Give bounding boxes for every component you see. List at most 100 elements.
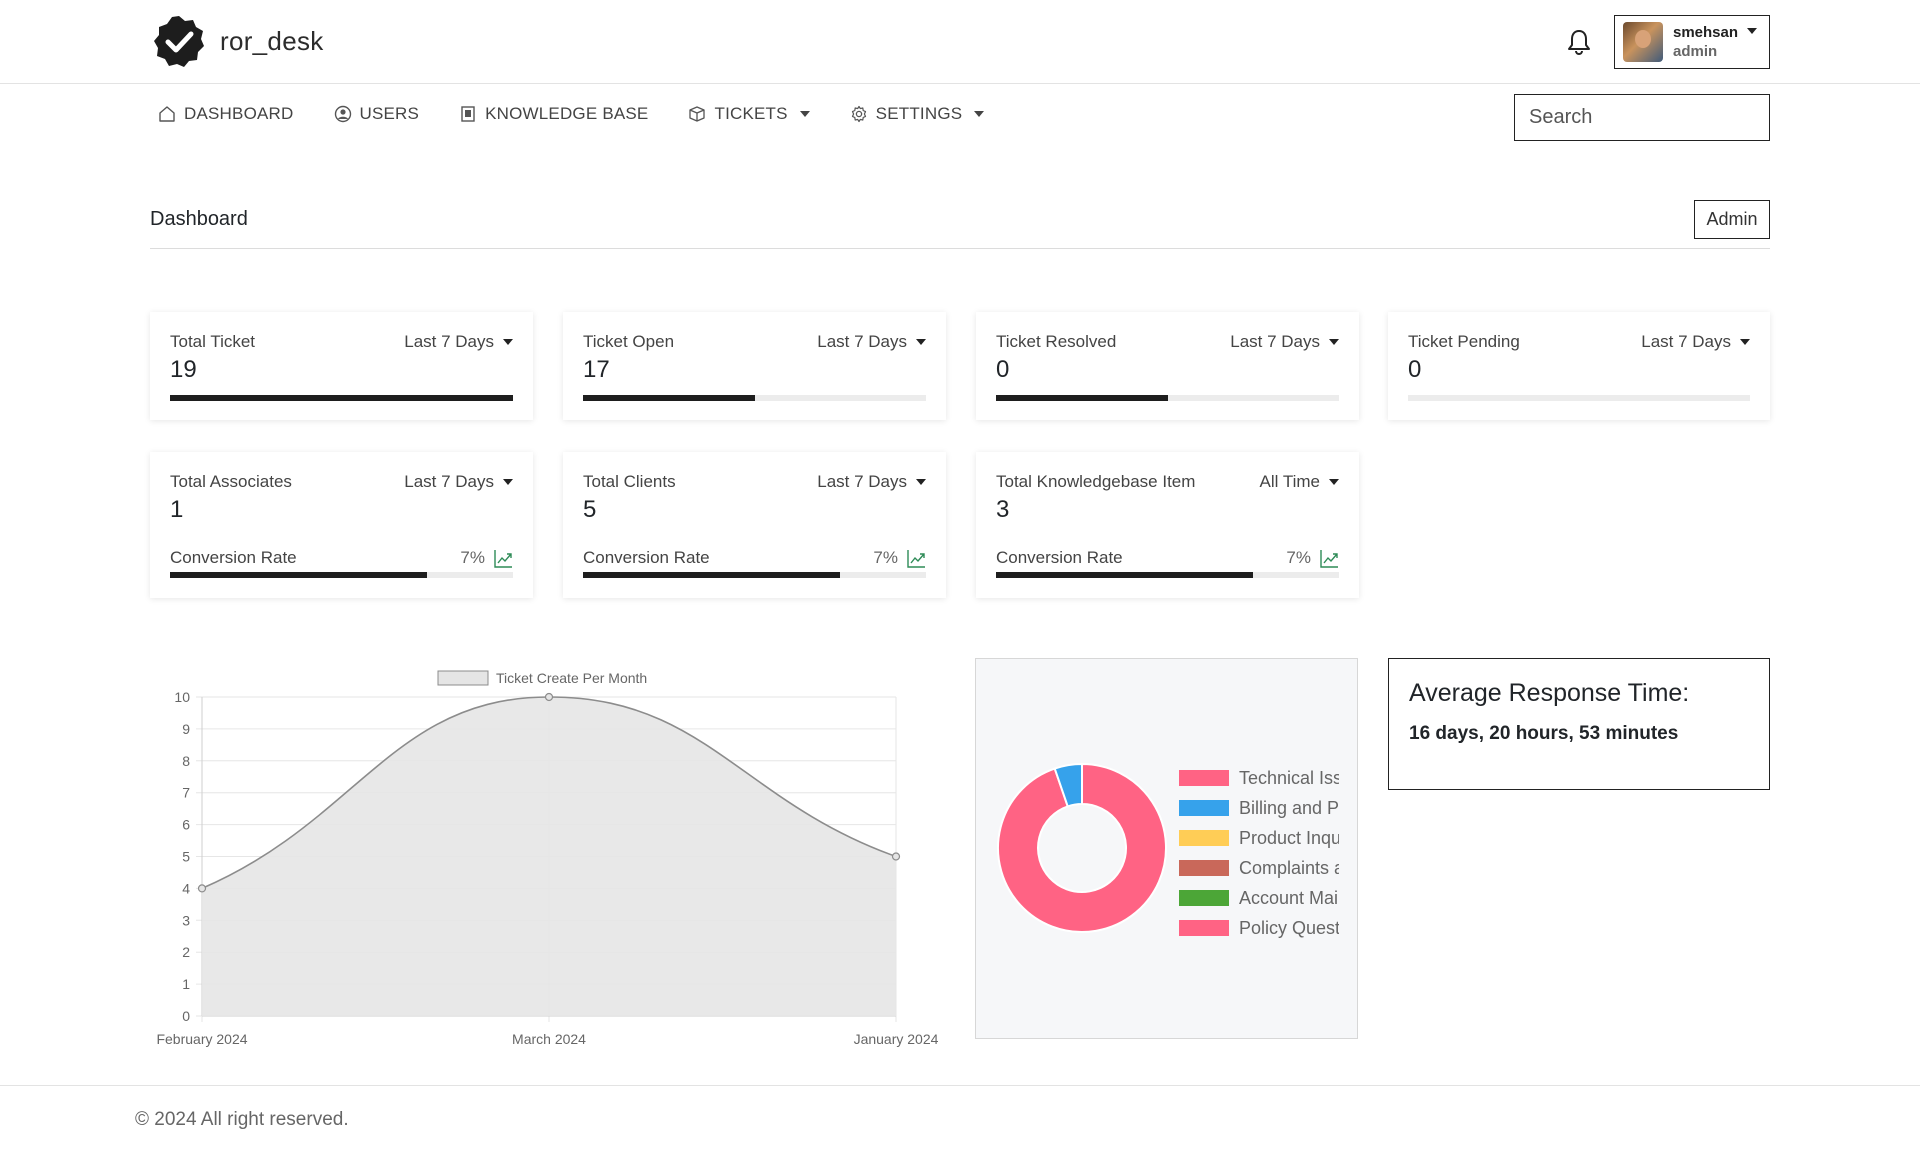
book-icon [461, 106, 475, 122]
period-filter-dropdown[interactable]: Last 7 Days [1230, 332, 1339, 352]
footer-divider [0, 1085, 1920, 1086]
progress-bar [1408, 395, 1750, 401]
period-filter-dropdown[interactable]: Last 7 Days [817, 332, 926, 352]
progress-fill [583, 395, 755, 401]
main-nav: DASHBOARD USERS KNOWLEDGE BASE TICKETS S… [158, 104, 1024, 124]
admin-role-button[interactable]: Admin [1694, 200, 1770, 239]
period-filter-dropdown[interactable]: Last 7 Days [1641, 332, 1750, 352]
app-name: ror_desk [220, 25, 324, 56]
y-tick-label: 1 [182, 976, 190, 992]
nav-item-tickets[interactable]: TICKETS [688, 104, 810, 124]
footer-copyright: © 2024 All right reserved. [135, 1109, 349, 1130]
nav-item-settings[interactable]: SETTINGS [850, 104, 985, 124]
period-filter-dropdown[interactable]: Last 7 Days [817, 472, 926, 492]
period-filter-dropdown[interactable]: Last 7 Days [404, 472, 513, 492]
stat-label: Ticket Resolved [996, 332, 1117, 351]
stat-label: Ticket Pending [1408, 332, 1520, 351]
verified-badge-logo-icon [154, 16, 204, 67]
user-menu-dropdown[interactable]: smehsan admin [1614, 15, 1770, 69]
legend-item[interactable]: Account Mai [1179, 883, 1339, 913]
home-icon [159, 106, 175, 122]
legend-swatch [1179, 890, 1229, 906]
nav-item-dashboard[interactable]: DASHBOARD [158, 104, 294, 124]
conversion-rate: 7% [460, 548, 513, 568]
nav-item-knowledge-base[interactable]: KNOWLEDGE BASE [459, 104, 648, 124]
legend-item[interactable]: Billing and P [1179, 793, 1339, 823]
filter-label: Last 7 Days [817, 472, 907, 491]
y-tick-label: 6 [182, 817, 190, 833]
period-filter-dropdown[interactable]: Last 7 Days [404, 332, 513, 352]
filter-label: Last 7 Days [817, 332, 907, 351]
brand[interactable]: ror_desk [152, 14, 324, 68]
stat-label: Total Associates [170, 472, 292, 491]
legend-swatch [1179, 830, 1229, 846]
nav-label: USERS [359, 104, 420, 123]
search-input[interactable] [1514, 94, 1770, 141]
progress-fill [170, 395, 513, 401]
notification-bell-icon[interactable] [1566, 28, 1592, 56]
y-tick-label: 10 [174, 689, 190, 705]
legend-item[interactable]: Technical Iss [1179, 763, 1339, 793]
legend-label: Account Mai [1239, 887, 1339, 908]
legend-swatch [1179, 860, 1229, 876]
stat-label: Ticket Open [583, 332, 675, 351]
top-bar: ror_desk smehsan admin [0, 0, 1920, 84]
user-circle-icon [334, 105, 351, 123]
conversion-rate-value: 7% [873, 548, 898, 567]
avatar [1623, 22, 1663, 62]
page-title: Dashboard [150, 208, 248, 230]
area-fill [202, 697, 896, 1016]
progress-bar [996, 395, 1339, 401]
user-name: smehsan [1673, 24, 1739, 41]
y-tick-label: 2 [182, 944, 190, 960]
period-filter-dropdown[interactable]: All Time [1260, 472, 1339, 492]
y-tick-label: 5 [182, 849, 190, 865]
trend-up-icon [1320, 549, 1338, 568]
progress-bar [170, 395, 513, 401]
user-role: admin [1673, 43, 1718, 60]
doughnut-slice [997, 762, 1167, 933]
stat-value: 0 [1408, 356, 1422, 383]
stat-card-ticket-pending: Ticket Pending Last 7 Days 0 [1388, 312, 1770, 420]
legend-label: Policy Quest [1239, 917, 1339, 938]
chevron-down-icon [974, 111, 985, 117]
filter-label: Last 7 Days [1641, 332, 1731, 351]
progress-bar [583, 572, 926, 578]
legend-label: Technical Iss [1239, 767, 1339, 788]
stat-card-total-clients: Total Clients Last 7 Days 5 Conversion R… [563, 452, 946, 598]
data-point [891, 852, 901, 861]
filter-label: Last 7 Days [404, 472, 494, 491]
stat-card-total-ticket: Total Ticket Last 7 Days 19 [150, 312, 533, 420]
legend-item[interactable]: Complaints a [1179, 853, 1339, 883]
response-time-value: 16 days, 20 hours, 53 minutes [1409, 723, 1679, 744]
conversion-label: Conversion Rate [170, 548, 297, 567]
ticket-category-doughnut-chart: Technical Iss Billing and P Product Inqu Co… [975, 658, 1358, 1039]
progress-fill [996, 395, 1168, 401]
chevron-down-icon [1740, 339, 1750, 345]
x-tick-label: February 2024 [156, 1031, 247, 1047]
y-tick-label: 7 [182, 785, 190, 801]
stat-card-ticket-open: Ticket Open Last 7 Days 17 [563, 312, 946, 420]
x-tick-label: January 2024 [854, 1031, 939, 1047]
conversion-rate-value: 7% [1286, 548, 1311, 567]
conversion-label: Conversion Rate [996, 548, 1123, 567]
y-tick-label: 0 [182, 1008, 190, 1024]
legend-item[interactable]: Product Inqu [1179, 823, 1339, 853]
conversion-rate: 7% [1286, 548, 1339, 568]
chevron-down-icon [1329, 479, 1339, 485]
gear-icon [851, 105, 866, 123]
filter-label: Last 7 Days [404, 332, 494, 351]
chevron-down-icon [1747, 28, 1757, 34]
legend-label: Product Inqu [1239, 827, 1339, 848]
nav-label: KNOWLEDGE BASE [485, 104, 649, 123]
chevron-down-icon [916, 339, 926, 345]
doughnut-svg [997, 762, 1167, 933]
data-point [544, 692, 554, 702]
legend-label: Billing and P [1239, 797, 1339, 818]
legend-item[interactable]: Policy Quest [1179, 913, 1339, 943]
nav-label: TICKETS [714, 104, 788, 123]
stat-label: Total Ticket [170, 332, 256, 351]
legend-swatch [1179, 770, 1229, 786]
nav-item-users[interactable]: USERS [334, 104, 420, 124]
conversion-label: Conversion Rate [583, 548, 710, 567]
